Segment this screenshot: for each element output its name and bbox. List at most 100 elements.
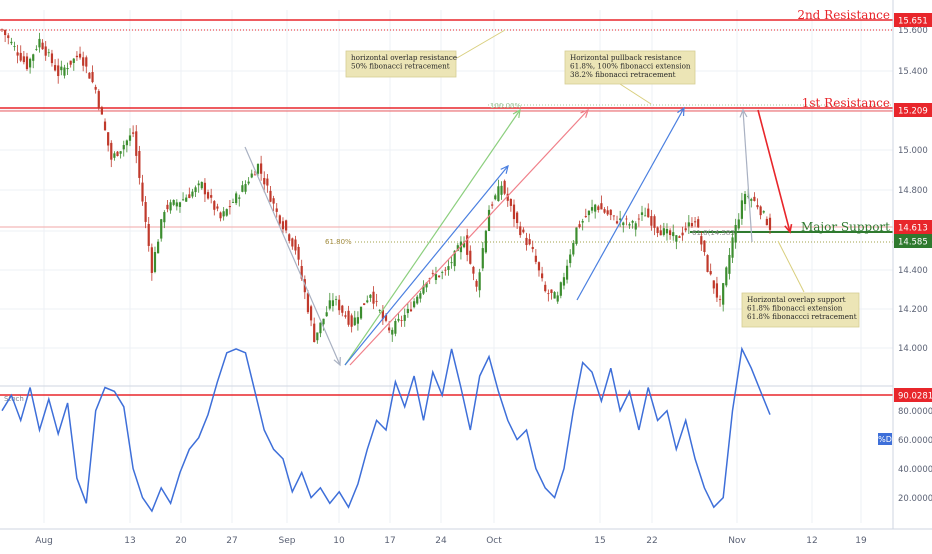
candle-body: [491, 204, 494, 206]
candle-body: [712, 280, 715, 289]
candle-body: [540, 273, 544, 279]
candle: [275, 203, 278, 218]
candle-body: [7, 35, 10, 39]
date-tick-label: 19: [855, 536, 867, 546]
arrow-pink-up-head: [580, 108, 589, 118]
arrow-blue-up: [344, 164, 509, 366]
candle: [231, 198, 235, 203]
date-tick-label: Oct: [486, 536, 502, 546]
stoch-tick-label: 80.0000: [898, 407, 932, 417]
candle: [737, 213, 740, 231]
date-tick-label: 13: [124, 536, 135, 546]
candle-body: [247, 181, 250, 184]
candle-body: [416, 296, 419, 304]
candle: [191, 188, 194, 199]
candle: [600, 195, 603, 210]
candle: [16, 44, 19, 64]
price-tick-label: 15.400: [898, 67, 928, 77]
candle-body: [456, 245, 459, 251]
candle-body: [166, 204, 169, 210]
candle-body: [656, 227, 659, 234]
candle-body: [506, 193, 509, 201]
candle: [640, 205, 644, 222]
candle: [765, 216, 768, 226]
candle: [500, 181, 503, 200]
candle: [650, 209, 653, 231]
candle: [50, 49, 54, 67]
candle-body: [634, 223, 637, 230]
candle: [132, 125, 135, 138]
candle: [503, 179, 506, 196]
candle: [662, 222, 665, 237]
candle-body: [225, 209, 228, 216]
candle-body: [531, 246, 534, 250]
candle-body: [191, 191, 194, 197]
candle: [338, 295, 341, 315]
candle: [141, 174, 144, 206]
candle-body: [419, 293, 422, 299]
candle: [63, 64, 66, 79]
candle: [38, 32, 41, 53]
candle: [97, 89, 100, 111]
candle-body: [28, 58, 32, 68]
candle: [740, 192, 744, 225]
date-tick-label: 24: [435, 536, 447, 546]
candle-body: [275, 208, 278, 212]
candle: [553, 291, 556, 299]
candle-body: [594, 204, 597, 212]
date-tick-label: Aug: [35, 536, 53, 546]
tag-major-support: 14.613: [894, 220, 932, 234]
tag-2nd-resistance-box: [894, 13, 932, 27]
candle-body: [235, 193, 238, 204]
candle-body: [13, 46, 16, 47]
stoch-tick-label: 20.0000: [898, 494, 932, 504]
candle: [72, 57, 75, 71]
candle-body: [441, 272, 444, 273]
candle-body: [334, 298, 338, 300]
tag-1st-resistance-box: [894, 103, 932, 117]
candle-body: [681, 232, 684, 236]
candle-body: [150, 247, 153, 273]
candle: [250, 169, 253, 179]
candle: [135, 125, 138, 164]
candle: [656, 226, 659, 238]
candle-body: [238, 197, 241, 199]
candle-body: [156, 241, 160, 254]
candle-body: [284, 220, 288, 231]
candle-body: [269, 190, 272, 202]
price-axis-bg: [893, 0, 932, 550]
candle: [647, 203, 650, 218]
candle: [634, 221, 637, 237]
arrow-blue-up-2-shaft: [576, 107, 685, 301]
candle-body: [194, 187, 197, 193]
candle: [537, 261, 541, 277]
candle: [406, 303, 409, 318]
candle: [244, 180, 247, 195]
candle: [253, 170, 256, 176]
candle: [32, 53, 35, 69]
candle: [160, 218, 163, 242]
candle-body: [4, 29, 7, 36]
candle: [447, 258, 450, 276]
candle: [181, 192, 185, 201]
candle-body: [375, 300, 378, 302]
candle: [528, 233, 531, 246]
candle: [491, 201, 494, 209]
candle: [228, 200, 232, 215]
candle-body: [125, 140, 128, 146]
candle-body: [553, 292, 556, 299]
arrow-red-down: [757, 109, 793, 234]
candle-body: [250, 173, 253, 178]
tag-stoch-level: 90.0281: [894, 388, 932, 402]
candle-body: [272, 198, 275, 204]
candle-body: [559, 282, 562, 296]
candle: [222, 207, 225, 221]
candle-body: [210, 195, 213, 198]
date-tick-label: 10: [333, 536, 345, 546]
price-tick-label: 15.000: [898, 146, 928, 156]
candle-body: [119, 151, 122, 154]
candle: [94, 84, 97, 94]
